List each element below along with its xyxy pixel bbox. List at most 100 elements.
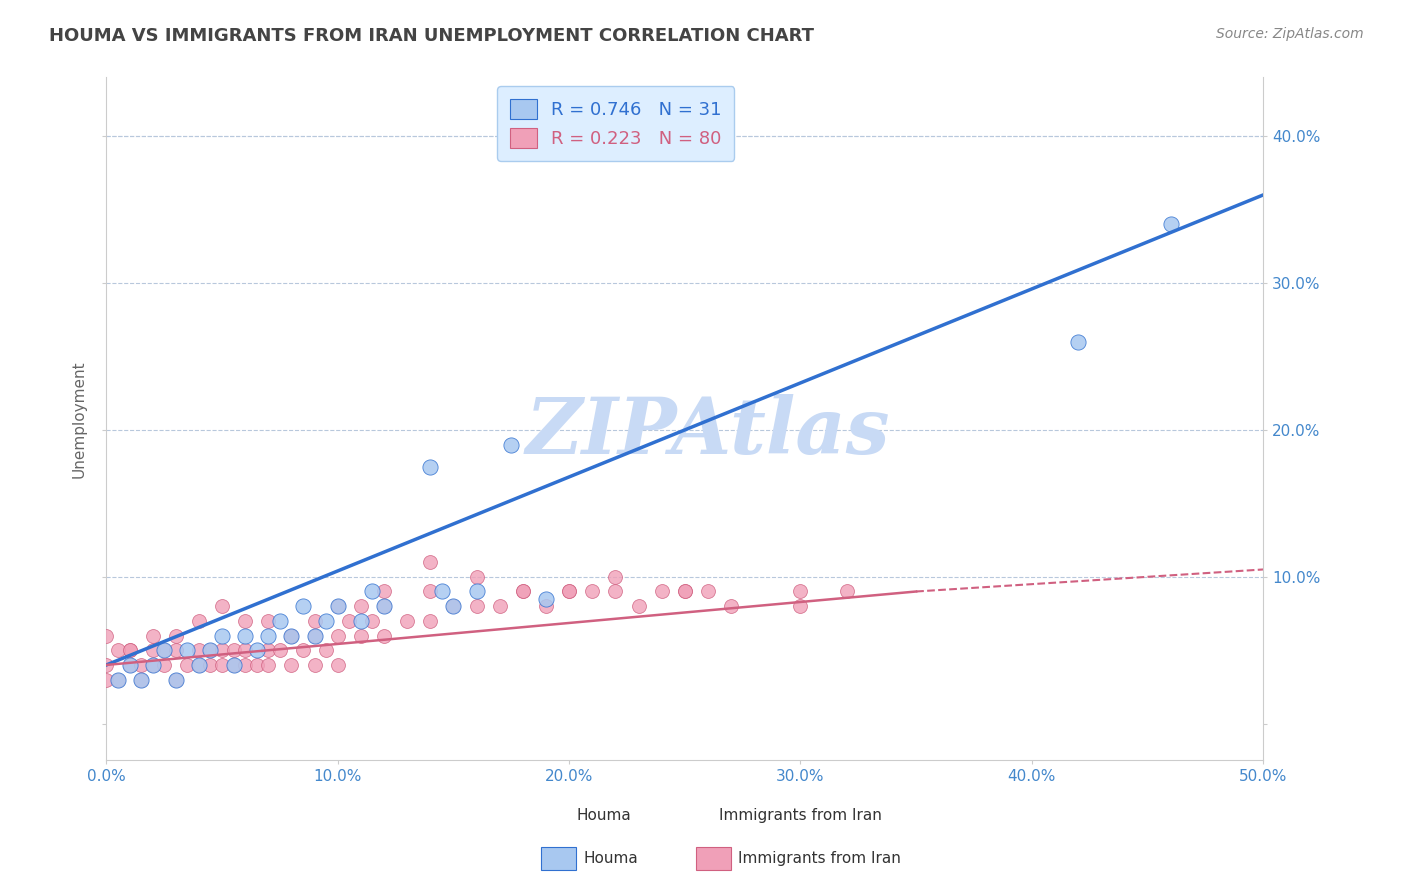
Point xyxy=(129,673,152,687)
Point xyxy=(350,599,373,614)
Point xyxy=(651,584,673,599)
Point xyxy=(246,643,269,657)
Point xyxy=(419,614,441,628)
Point xyxy=(304,614,326,628)
Point xyxy=(696,584,718,599)
Text: HOUMA VS IMMIGRANTS FROM IRAN UNEMPLOYMENT CORRELATION CHART: HOUMA VS IMMIGRANTS FROM IRAN UNEMPLOYME… xyxy=(49,27,814,45)
Point xyxy=(129,673,152,687)
Point xyxy=(361,584,384,599)
Point xyxy=(465,584,488,599)
Text: Immigrants from Iran: Immigrants from Iran xyxy=(718,808,882,823)
Point xyxy=(257,629,280,643)
Point xyxy=(142,643,165,657)
Point xyxy=(534,591,557,606)
Point xyxy=(326,657,349,672)
Text: Houma: Houma xyxy=(583,851,638,865)
Point xyxy=(605,584,627,599)
Point xyxy=(534,599,557,614)
Point xyxy=(419,555,441,569)
Text: Houma: Houma xyxy=(576,808,631,823)
Point xyxy=(222,643,245,657)
Point xyxy=(1067,334,1090,349)
Point xyxy=(153,643,176,657)
Point xyxy=(373,584,395,599)
Point xyxy=(222,657,245,672)
Point xyxy=(512,584,534,599)
Point xyxy=(581,584,603,599)
Point xyxy=(153,643,176,657)
Point xyxy=(292,599,315,614)
Point xyxy=(96,629,118,643)
Point xyxy=(280,629,302,643)
Point xyxy=(200,643,222,657)
Point xyxy=(96,657,118,672)
Point xyxy=(165,673,187,687)
Point xyxy=(187,614,209,628)
Point xyxy=(165,673,187,687)
Point xyxy=(118,643,141,657)
Point xyxy=(361,614,384,628)
Point xyxy=(222,657,245,672)
Point xyxy=(419,459,441,474)
Point xyxy=(211,599,233,614)
Point xyxy=(627,599,650,614)
Point xyxy=(187,657,209,672)
Point xyxy=(107,673,129,687)
Point xyxy=(337,614,360,628)
Point xyxy=(789,599,811,614)
Point xyxy=(304,629,326,643)
Point xyxy=(501,437,523,451)
Point xyxy=(280,629,302,643)
Point xyxy=(315,614,337,628)
Point xyxy=(257,657,280,672)
Point xyxy=(326,599,349,614)
Point xyxy=(304,629,326,643)
Point xyxy=(211,643,233,657)
Point xyxy=(789,584,811,599)
Point xyxy=(176,657,198,672)
Point xyxy=(512,584,534,599)
Point xyxy=(200,657,222,672)
Point xyxy=(257,643,280,657)
Point xyxy=(292,643,315,657)
Point xyxy=(107,643,129,657)
Point xyxy=(280,629,302,643)
Point xyxy=(200,643,222,657)
Point xyxy=(488,599,510,614)
Point xyxy=(269,614,291,628)
Point xyxy=(233,614,256,628)
Point xyxy=(396,614,419,628)
Point xyxy=(373,599,395,614)
Point xyxy=(326,629,349,643)
Point xyxy=(441,599,464,614)
Point xyxy=(373,599,395,614)
Point xyxy=(165,643,187,657)
Point xyxy=(187,643,209,657)
Point xyxy=(118,657,141,672)
Point xyxy=(1160,217,1182,231)
Point xyxy=(142,657,165,672)
Text: Source: ZipAtlas.com: Source: ZipAtlas.com xyxy=(1216,27,1364,41)
Point xyxy=(233,657,256,672)
Point xyxy=(280,657,302,672)
Point xyxy=(350,629,373,643)
Point xyxy=(142,657,165,672)
Point xyxy=(419,584,441,599)
Point xyxy=(465,570,488,584)
Point xyxy=(153,657,176,672)
Point xyxy=(211,657,233,672)
Y-axis label: Unemployment: Unemployment xyxy=(72,360,86,478)
Point xyxy=(304,657,326,672)
Point xyxy=(118,657,141,672)
Point xyxy=(350,614,373,628)
Point xyxy=(211,629,233,643)
Point xyxy=(558,584,581,599)
Point xyxy=(605,570,627,584)
Point xyxy=(187,657,209,672)
Text: ZIPAtlas: ZIPAtlas xyxy=(526,394,890,471)
Point xyxy=(430,584,453,599)
Point xyxy=(835,584,858,599)
Point xyxy=(673,584,696,599)
Point xyxy=(257,614,280,628)
Point xyxy=(373,629,395,643)
